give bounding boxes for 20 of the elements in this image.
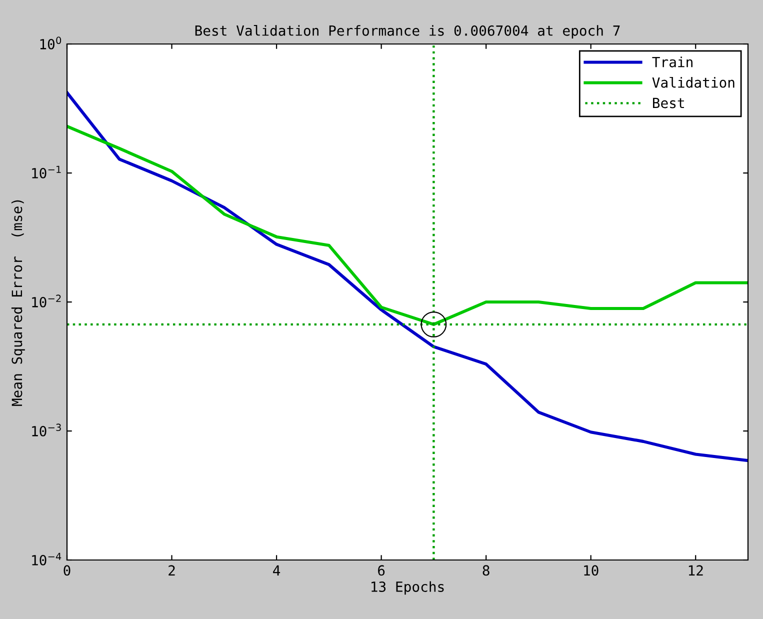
y-tick-label: 10$^{−3}$: [32, 424, 61, 436]
line-series: [67, 124, 748, 326]
legend-label: Validation: [652, 76, 734, 88]
y-tick-label: 10$^{−2}$: [32, 294, 61, 308]
x-tick-label: 6: [378, 565, 385, 576]
line-series: [67, 91, 748, 462]
x-axis-title: 13 Epochs: [372, 581, 444, 595]
legend-label: Best: [653, 98, 684, 108]
y-tick-label: 10$^{0}$: [40, 36, 62, 50]
x-tick-label: 8: [482, 565, 490, 576]
x-tick-label: 2: [168, 565, 175, 576]
y-tick-label: 10$^{−1}$: [32, 166, 61, 178]
legend-label: Train: [652, 56, 692, 68]
x-tick-label: 12: [688, 565, 703, 576]
y-tick-label: 10$^{−4}$: [32, 552, 62, 566]
chart-title: Best Validation Performance is 0.0067004 at epoch 7: [195, 25, 620, 39]
x-tick-label: 10: [584, 565, 598, 576]
x-tick-label: 4: [273, 565, 280, 576]
y-axis-title: Mean Squared Error (mse): [11, 200, 25, 406]
x-tick-label: 0: [64, 565, 70, 576]
